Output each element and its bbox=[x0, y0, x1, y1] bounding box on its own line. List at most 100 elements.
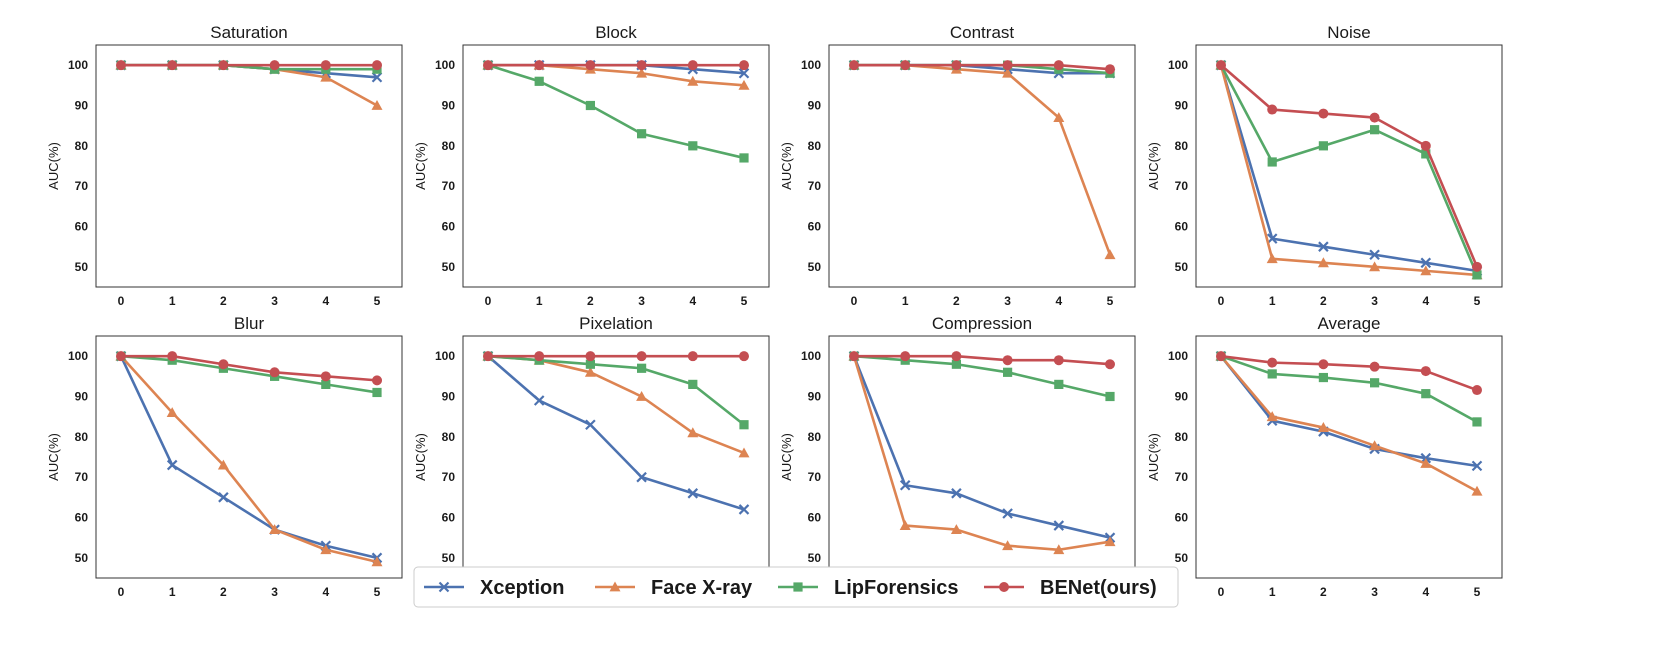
series-lipforensics bbox=[116, 60, 382, 74]
y-axis-label: AUC(%) bbox=[779, 433, 794, 481]
data-point bbox=[1369, 261, 1381, 272]
data-point bbox=[1472, 385, 1482, 396]
data-point bbox=[1421, 149, 1431, 159]
data-point bbox=[1002, 60, 1013, 71]
data-point bbox=[1266, 253, 1278, 264]
y-tick-label: 80 bbox=[442, 430, 456, 444]
series-line bbox=[852, 355, 1111, 539]
panel-compression: Compression5060708090100012345AUC(%) bbox=[779, 314, 1136, 599]
data-point bbox=[1471, 460, 1483, 472]
y-tick-label: 60 bbox=[442, 511, 456, 525]
y-tick-label: 100 bbox=[435, 58, 455, 72]
data-point bbox=[1420, 457, 1432, 468]
panel-title: Average bbox=[1317, 314, 1380, 333]
plot-frame bbox=[1195, 335, 1503, 579]
legend: Xception Face X-ray LipForensics BENet(ours… bbox=[413, 566, 1179, 608]
series-xception bbox=[482, 350, 750, 515]
plot-frame bbox=[828, 44, 1136, 288]
data-point bbox=[585, 100, 595, 111]
y-tick-label: 100 bbox=[1168, 349, 1188, 363]
data-point bbox=[534, 76, 544, 86]
y-tick-label: 90 bbox=[808, 390, 822, 404]
y-tick-label: 80 bbox=[75, 430, 89, 444]
x-tick-label: 0 bbox=[1218, 294, 1225, 308]
data-point bbox=[1054, 379, 1064, 389]
x-tick-label: 2 bbox=[953, 294, 960, 308]
data-point bbox=[483, 60, 493, 71]
y-axis-label: AUC(%) bbox=[46, 433, 61, 481]
x-tick-label: 1 bbox=[1269, 294, 1276, 308]
series-line bbox=[487, 355, 745, 511]
data-point bbox=[1002, 355, 1013, 366]
y-tick-label: 70 bbox=[1175, 179, 1189, 193]
series-line bbox=[1220, 64, 1479, 268]
y-tick-label: 50 bbox=[442, 260, 456, 274]
series-xception bbox=[848, 350, 1116, 543]
y-tick-label: 80 bbox=[1175, 139, 1189, 153]
x-tick-label: 3 bbox=[638, 294, 645, 308]
data-point bbox=[320, 71, 332, 82]
x-tick-label: 5 bbox=[741, 294, 748, 308]
series-face-x-ray bbox=[848, 59, 1116, 260]
data-point bbox=[167, 351, 178, 362]
series-line bbox=[120, 354, 378, 394]
x-tick-label: 5 bbox=[1474, 585, 1481, 599]
legend-entry-xception: Xception bbox=[424, 577, 564, 599]
y-tick-label: 100 bbox=[68, 58, 88, 72]
data-point bbox=[1420, 366, 1431, 377]
series-face-x-ray bbox=[848, 350, 1116, 555]
y-tick-label: 60 bbox=[1175, 220, 1189, 234]
y-tick-label: 100 bbox=[435, 349, 455, 363]
data-point bbox=[1002, 540, 1014, 551]
data-point bbox=[218, 492, 229, 503]
x-tick-label: 2 bbox=[220, 585, 227, 599]
series-lipforensics bbox=[1216, 351, 1482, 427]
data-point bbox=[167, 60, 178, 71]
data-point bbox=[951, 60, 962, 71]
data-point bbox=[1104, 536, 1116, 547]
data-point bbox=[534, 351, 545, 362]
series-line bbox=[487, 354, 745, 426]
series-line bbox=[121, 354, 378, 382]
panel-title: Block bbox=[595, 23, 637, 42]
y-tick-label: 50 bbox=[442, 551, 456, 565]
series-xception bbox=[115, 59, 383, 83]
data-point bbox=[1002, 67, 1014, 78]
data-point bbox=[116, 351, 126, 362]
x-tick-label: 5 bbox=[1474, 294, 1481, 308]
data-point bbox=[166, 459, 178, 471]
panel-title: Noise bbox=[1327, 23, 1370, 42]
data-point bbox=[687, 75, 699, 86]
y-tick-label: 50 bbox=[808, 260, 822, 274]
data-point bbox=[1002, 508, 1013, 519]
y-tick-label: 90 bbox=[442, 99, 456, 113]
y-tick-label: 50 bbox=[75, 551, 89, 565]
data-point bbox=[534, 60, 545, 71]
data-point bbox=[320, 371, 331, 382]
data-point bbox=[320, 544, 332, 555]
data-point bbox=[687, 351, 698, 362]
y-axis-label: AUC(%) bbox=[413, 142, 428, 190]
y-tick-label: 70 bbox=[75, 179, 89, 193]
x-tick-label: 4 bbox=[1422, 294, 1429, 308]
panel-title: Pixelation bbox=[579, 314, 653, 333]
data-point bbox=[166, 407, 178, 418]
data-point bbox=[738, 79, 750, 90]
data-point bbox=[372, 387, 382, 398]
data-point bbox=[1104, 249, 1116, 260]
series-lipforensics bbox=[116, 351, 382, 398]
y-tick-label: 100 bbox=[1168, 58, 1188, 72]
data-point bbox=[637, 363, 647, 373]
data-point bbox=[1370, 125, 1380, 135]
panel-noise: Noise 50 60 70 80 90 100 0 1 2 3 4 5 AUC(%) bbox=[1146, 23, 1503, 308]
series-benet-ours bbox=[483, 351, 749, 362]
panel-blur: Blur 50 60 70 80 90 100 0 1 2 3 4 5 AUC(%) bbox=[46, 314, 403, 599]
x-tick-label: 2 bbox=[1320, 585, 1327, 599]
y-axis-label: AUC(%) bbox=[779, 142, 794, 190]
y-tick-label: 70 bbox=[808, 179, 822, 193]
legend-marker bbox=[999, 582, 1009, 592]
data-point bbox=[483, 351, 493, 362]
data-point bbox=[1267, 104, 1278, 115]
data-point bbox=[116, 60, 126, 71]
